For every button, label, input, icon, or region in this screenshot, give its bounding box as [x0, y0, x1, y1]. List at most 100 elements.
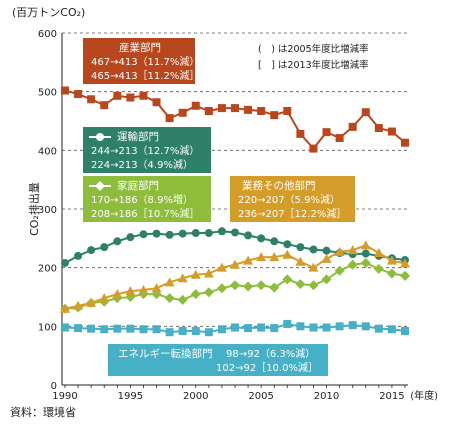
data-point [139, 91, 148, 100]
data-point [113, 324, 122, 333]
data-point [257, 234, 266, 243]
data-point [334, 246, 345, 256]
label-box-line: 102→92［10.0%減］ [216, 361, 318, 374]
y-tick-label: 600 [38, 29, 57, 40]
label-box-line: 220→207（5.9%減） [238, 193, 340, 206]
data-point [87, 324, 96, 333]
data-point [361, 108, 370, 117]
data-point [282, 274, 293, 285]
label-box-title: 家庭部門 [117, 179, 159, 192]
data-point [347, 245, 358, 255]
data-point [165, 328, 174, 337]
data-point [165, 230, 174, 239]
data-point [164, 277, 175, 287]
data-point [322, 128, 331, 137]
data-point [216, 262, 227, 272]
data-point [283, 319, 292, 328]
data-point [217, 227, 226, 236]
data-point [191, 101, 200, 110]
data-point [87, 95, 96, 104]
data-point [360, 257, 371, 268]
data-point [230, 259, 240, 269]
data-point [230, 280, 240, 291]
data-point [61, 258, 69, 267]
data-point [401, 138, 409, 147]
data-point [126, 324, 135, 333]
label-box-line: 236→207［12.2%減］ [238, 207, 346, 220]
data-point [178, 108, 187, 117]
data-point [231, 323, 239, 332]
data-point [126, 233, 135, 242]
y-tick-label: 100 [38, 322, 57, 333]
data-point [257, 107, 266, 116]
x-tick-label: 2000 [183, 391, 208, 402]
data-point [138, 284, 149, 294]
y-tick-label: 500 [38, 88, 57, 99]
data-point [361, 249, 370, 258]
data-point [361, 322, 370, 331]
source-note: 資料：環境省 [10, 406, 76, 419]
x-tick-label: 2005 [248, 391, 273, 402]
note-text: ( ) は2005年度比増減率 [258, 43, 369, 55]
data-point [87, 246, 96, 255]
data-point [100, 325, 109, 334]
data-point [373, 248, 384, 257]
data-point [100, 243, 109, 252]
label-box-エネルギー転換部門: エネルギー転換部門 98→92（6.3%減）102→92［10.0%減］ [108, 344, 328, 376]
y-tick-label: 400 [38, 146, 57, 157]
y-tick-label: 300 [38, 205, 57, 216]
data-point [322, 323, 331, 332]
data-point [243, 255, 254, 265]
data-point [165, 114, 174, 123]
data-point [178, 327, 187, 336]
data-point [270, 324, 279, 333]
label-box-bg [230, 176, 355, 222]
data-point [295, 256, 306, 266]
series-業務その他部門 [60, 240, 410, 313]
data-point [74, 251, 83, 260]
label-box-title: 業務その他部門 [242, 179, 316, 192]
data-point [217, 104, 226, 113]
data-point [243, 281, 254, 292]
data-point [164, 293, 175, 304]
series-lines [60, 86, 410, 337]
data-point [257, 323, 266, 332]
data-point [335, 134, 344, 143]
label-box-line: 244→213（12.7%減） [91, 144, 199, 157]
data-point [191, 327, 200, 336]
data-point [348, 122, 357, 131]
data-point [244, 231, 253, 240]
label-box-bg [83, 38, 195, 84]
y-axis-title: CO₂排出量 [27, 182, 41, 236]
data-point [61, 86, 69, 95]
label-box-title: 運輸部門 [117, 130, 159, 143]
data-point [322, 246, 331, 255]
data-point [203, 268, 214, 278]
data-point [139, 325, 148, 334]
data-point [112, 289, 123, 299]
data-point [178, 229, 187, 238]
label-box-bg [83, 176, 211, 222]
data-point [256, 280, 267, 291]
series-エネルギー転換部門 [61, 319, 409, 337]
data-point [190, 269, 201, 279]
data-point [125, 286, 136, 296]
data-point [73, 300, 84, 310]
data-point [386, 268, 397, 279]
data-point [204, 229, 213, 238]
data-point [177, 294, 188, 305]
x-unit-label: (年度) [410, 389, 438, 402]
data-point [400, 270, 410, 281]
data-point [283, 107, 292, 116]
data-point [191, 229, 200, 238]
data-point [309, 245, 318, 254]
data-point [244, 324, 253, 333]
x-tick-label: 1990 [52, 391, 77, 402]
data-point [373, 263, 384, 274]
data-point [387, 325, 396, 334]
data-point [321, 253, 332, 263]
data-point [216, 283, 227, 294]
